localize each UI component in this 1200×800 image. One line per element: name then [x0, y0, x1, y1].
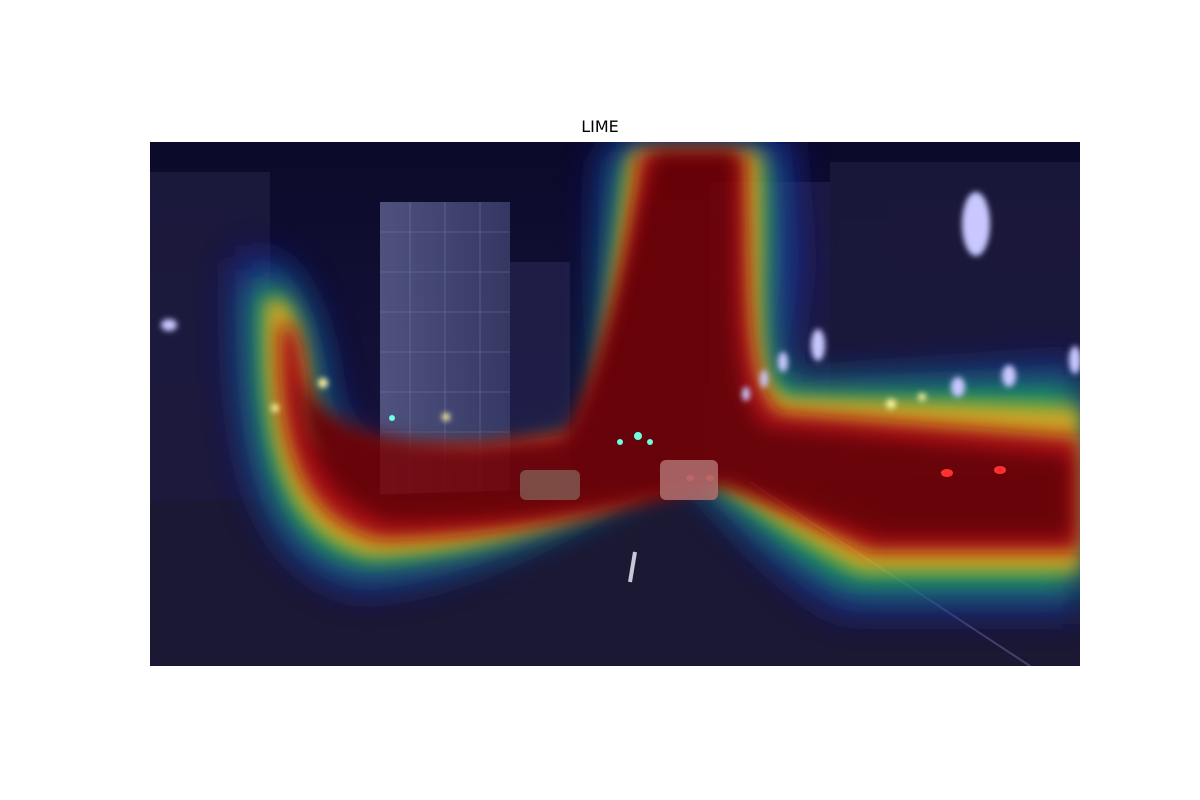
- figure-title: LIME: [581, 117, 619, 136]
- lane-marking: [628, 551, 637, 583]
- lime-heatmap-image: [150, 142, 1080, 666]
- lime-heatmap-overlay: [234, 142, 1080, 612]
- street-lights: [161, 192, 1080, 481]
- cars: [520, 460, 718, 500]
